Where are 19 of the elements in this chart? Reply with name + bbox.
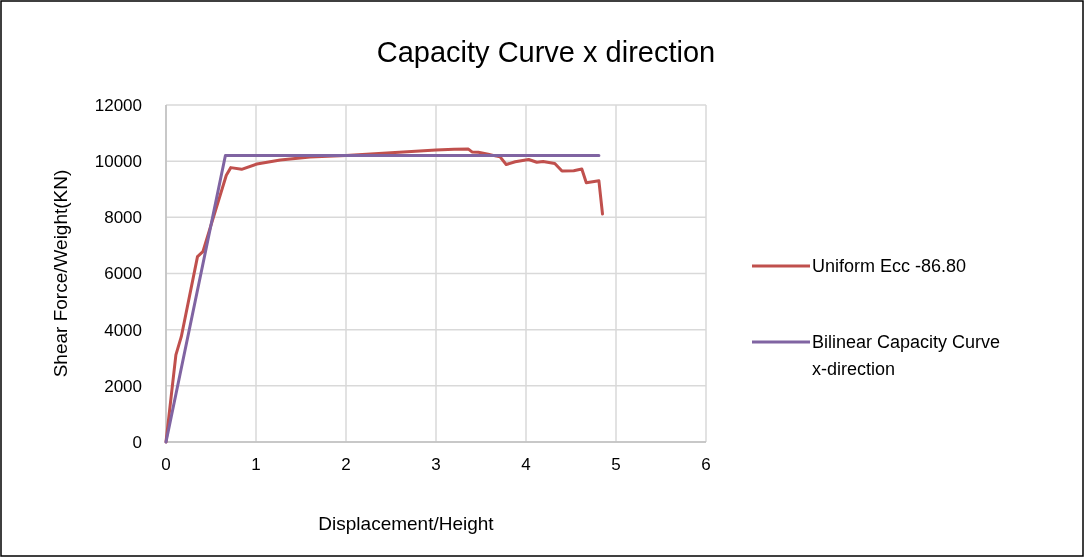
y-tick-label: 0 — [132, 432, 142, 452]
y-tick-label: 8000 — [104, 208, 142, 228]
y-tick-label: 4000 — [104, 320, 142, 340]
y-axis-title: Shear Force/Weight(KN) — [50, 169, 71, 378]
y-tick-label: 12000 — [94, 95, 142, 115]
x-tick-label: 5 — [611, 455, 621, 474]
x-tick-label: 4 — [521, 455, 531, 474]
legend-label: Bilinear Capacity Curve x-direction — [812, 332, 1001, 380]
y-tick-label: 2000 — [104, 376, 142, 396]
legend-label: Uniform Ecc -86.80 — [812, 256, 967, 277]
x-axis-title: Displacement/Height — [318, 513, 495, 534]
y-tick-label: 10000 — [94, 152, 142, 172]
chart-title: Capacity Curve x direction — [376, 36, 716, 68]
x-tick-label: 0 — [161, 455, 171, 474]
x-tick-label: 3 — [431, 455, 441, 474]
x-tick-label: 1 — [251, 455, 261, 474]
x-tick-label: 2 — [341, 455, 351, 474]
y-tick-label: 6000 — [104, 264, 142, 284]
x-tick-label: 6 — [701, 455, 711, 474]
